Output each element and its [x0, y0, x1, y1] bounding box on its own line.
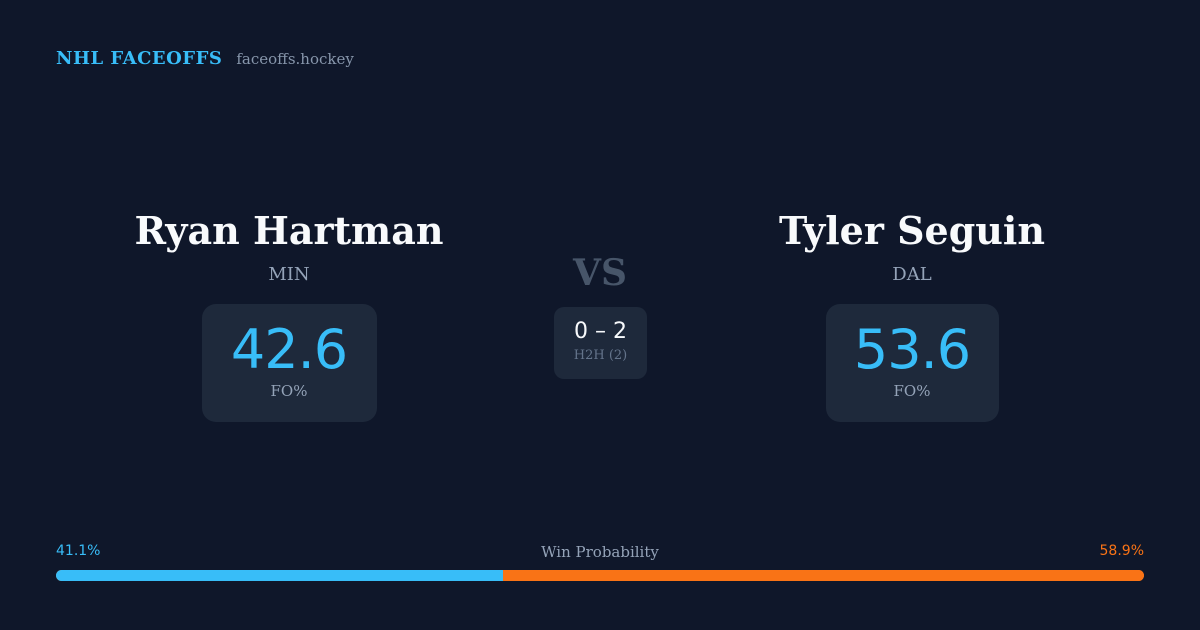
right-player-team: DAL	[892, 264, 932, 285]
head-to-head-card: 0 – 2 H2H (2)	[554, 307, 647, 379]
left-faceoff-stat-card: 42.6 FO%	[201, 304, 377, 422]
brand-site-url[interactable]: faceoffs.hockey	[236, 50, 354, 68]
win-probability-title: Win Probability	[541, 543, 659, 561]
left-win-probability: 41.1%	[56, 543, 101, 559]
left-faceoff-label: FO%	[270, 382, 308, 400]
versus-label: VS	[573, 252, 627, 294]
head-to-head-label: H2H (2)	[573, 348, 628, 363]
right-faceoff-label: FO%	[893, 382, 931, 400]
left-player-team: MIN	[268, 264, 310, 285]
right-player-panel: Tyler Seguin DAL 53.6 FO%	[702, 204, 1122, 422]
left-faceoff-percentage: 42.6	[230, 318, 348, 381]
head-to-head-score: 0 – 2	[574, 319, 627, 344]
right-faceoff-stat-card: 53.6 FO%	[825, 304, 999, 422]
left-player-panel: Ryan Hartman MIN 42.6 FO%	[79, 204, 499, 422]
win-probability-bar	[56, 570, 1144, 581]
right-player-name[interactable]: Tyler Seguin	[779, 208, 1045, 253]
brand-title[interactable]: NHL FACEOFFS	[56, 48, 223, 69]
right-win-probability: 58.9%	[1099, 543, 1144, 559]
right-faceoff-percentage: 53.6	[853, 318, 971, 381]
left-player-name[interactable]: Ryan Hartman	[134, 208, 444, 253]
win-probability-right-fill	[503, 570, 1144, 581]
brand-header: NHL FACEOFFS faceoffs.hockey	[56, 48, 354, 69]
win-probability-left-fill	[56, 570, 504, 581]
win-probability-labels: 41.1% Win Probability 58.9%	[56, 543, 1144, 563]
